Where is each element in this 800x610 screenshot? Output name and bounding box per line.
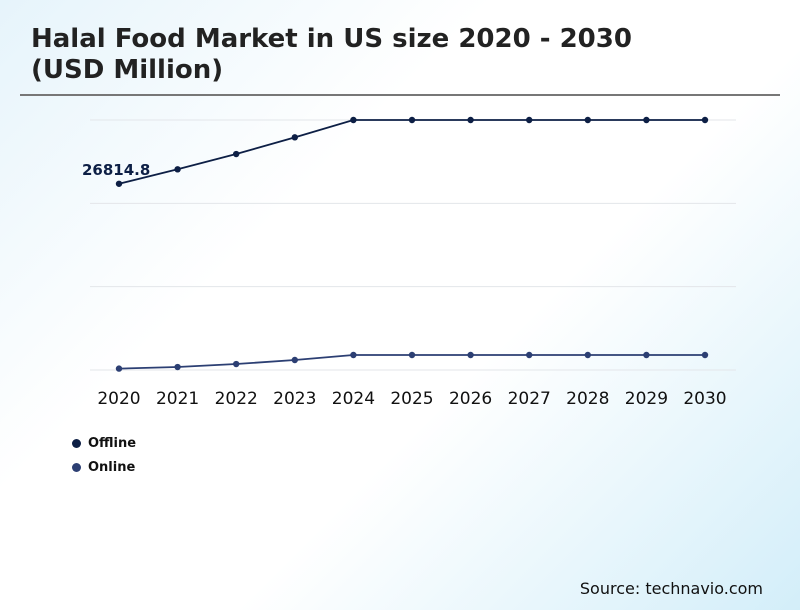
legend-label: Offline (88, 436, 137, 451)
data-point-online (643, 351, 650, 359)
data-point-offline (584, 116, 591, 124)
title-divider (20, 94, 780, 96)
x-tick-label: 2027 (508, 389, 551, 409)
legend-item-offline: Offline (72, 436, 136, 451)
data-point-offline (526, 116, 533, 124)
data-point-online (467, 351, 474, 359)
data-point-offline (291, 134, 298, 141)
x-tick-label: 2029 (625, 389, 668, 409)
data-point-offline (408, 116, 416, 124)
data-point-online (701, 351, 709, 359)
data-point-offline (643, 116, 650, 124)
legend-marker-offline (72, 439, 81, 448)
data-point-offline (350, 116, 357, 124)
x-tick-label: 2028 (566, 389, 609, 409)
x-tick-label: 2020 (97, 389, 140, 409)
data-point-offline (174, 166, 181, 173)
x-tick-label: 2022 (215, 389, 258, 409)
data-point-offline (467, 116, 474, 124)
x-tick-label: 2023 (273, 389, 316, 409)
series-line-offline (118, 119, 705, 185)
legend-label: Online (88, 460, 136, 475)
title-line-1: Halal Food Market in US size 2020 - 2030 (31, 24, 632, 54)
data-point-online (350, 351, 357, 359)
data-point-online (291, 356, 298, 364)
chart-title: Halal Food Market in US size 2020 - 2030… (31, 24, 632, 86)
data-point-online (584, 351, 591, 359)
x-tick-label: 2025 (390, 389, 433, 409)
x-tick-label: 2030 (683, 389, 726, 409)
legend-marker-online (72, 463, 81, 472)
data-point-offline (701, 116, 709, 124)
x-tick-label: 2021 (156, 389, 199, 409)
data-point-online (115, 365, 123, 372)
data-point-online (408, 351, 416, 359)
data-point-offline (233, 150, 240, 158)
title-line-2: (USD Million) (31, 55, 224, 85)
data-point-online (233, 360, 240, 368)
x-tick-label: 2024 (332, 389, 375, 409)
data-label: 26814.8 (82, 161, 150, 179)
data-point-offline (115, 180, 123, 187)
data-point-online (174, 363, 181, 371)
source-note: Source: technavio.com (579, 579, 763, 598)
x-tick-label: 2026 (449, 389, 492, 409)
data-point-online (526, 351, 533, 359)
legend-item-online: Online (72, 460, 135, 475)
